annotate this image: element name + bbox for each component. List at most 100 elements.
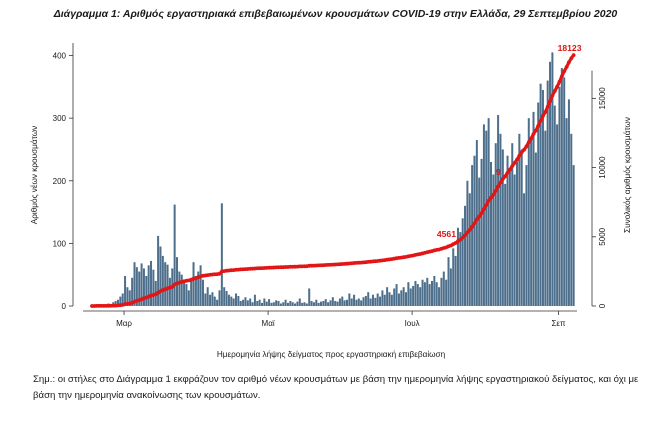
- bar: [383, 294, 386, 306]
- bar: [305, 303, 308, 306]
- bar: [480, 158, 483, 306]
- axes-layer: 0 100 200 300 400 0 5000 10000 15000 Μαρ Μαϊ Ιουλ Σε…: [30, 43, 632, 359]
- bar: [461, 218, 464, 306]
- bar: [447, 257, 450, 306]
- bar: [237, 295, 240, 306]
- bar: [310, 300, 313, 306]
- bar: [390, 294, 393, 306]
- bar: [336, 301, 339, 306]
- bar: [367, 292, 370, 306]
- bar: [213, 296, 216, 306]
- bar: [187, 290, 190, 306]
- bar: [145, 275, 148, 306]
- bar: [138, 271, 141, 306]
- bar: [409, 288, 412, 306]
- bar: [183, 280, 186, 306]
- bar: [492, 174, 495, 306]
- cumulative-point: [545, 104, 550, 109]
- bar: [388, 292, 391, 306]
- bar: [216, 299, 219, 306]
- bar: [232, 298, 235, 306]
- y-tick-label-left: 400: [53, 52, 67, 61]
- cumulative-point: [529, 136, 533, 141]
- bar: [331, 297, 334, 306]
- bar: [490, 161, 493, 306]
- bar: [374, 297, 377, 306]
- cumulative-point: [517, 153, 522, 158]
- bar: [303, 302, 306, 306]
- bar: [185, 284, 188, 306]
- bar: [152, 269, 155, 306]
- bar: [128, 290, 131, 306]
- bar: [532, 111, 535, 306]
- bar: [341, 296, 344, 306]
- bar: [327, 302, 330, 306]
- bar: [275, 300, 278, 306]
- bar: [173, 204, 176, 306]
- bar: [260, 302, 263, 306]
- cumulative-point: [503, 174, 508, 179]
- bar: [286, 302, 289, 306]
- bar: [508, 168, 511, 306]
- cumulative-point: [538, 119, 543, 123]
- bar: [546, 80, 549, 306]
- bar: [364, 295, 367, 306]
- bar: [235, 293, 238, 306]
- bar: [456, 227, 459, 306]
- bar: [343, 300, 346, 306]
- bar: [440, 277, 443, 306]
- bar: [142, 268, 145, 306]
- bar: [253, 294, 256, 306]
- bar: [537, 102, 540, 307]
- bar: [133, 262, 136, 306]
- bar: [475, 140, 478, 306]
- bar: [513, 174, 516, 306]
- cumulative-point: [519, 150, 524, 155]
- bar: [515, 161, 518, 306]
- bar: [567, 99, 570, 306]
- bar: [438, 287, 441, 306]
- cumulative-annotation: 18123: [558, 43, 582, 53]
- bar: [565, 118, 568, 306]
- bar: [539, 83, 542, 306]
- bar: [473, 155, 476, 306]
- bar: [381, 290, 384, 306]
- bar: [164, 262, 167, 306]
- bar: [400, 290, 403, 306]
- bar: [272, 302, 275, 306]
- y-tick-label-right: 15000: [598, 87, 607, 110]
- bar: [242, 299, 245, 306]
- bar: [251, 302, 254, 306]
- cumulative-annotation: 4561: [437, 229, 456, 239]
- bar: [454, 255, 457, 306]
- cumulative-point: [564, 65, 569, 69]
- bar: [230, 296, 233, 306]
- bar: [279, 303, 282, 306]
- bar: [452, 248, 455, 306]
- bar: [322, 300, 325, 306]
- cumulative-point: [567, 60, 571, 65]
- bar: [126, 287, 129, 306]
- bar: [449, 268, 452, 306]
- x-tick-label: Ιουλ: [405, 319, 420, 328]
- cumulative-point: [536, 124, 541, 128]
- y-axis-title-left: Αριθμός νέων κρουσμάτων: [30, 126, 39, 224]
- bar: [206, 287, 209, 306]
- cumulative-point: [479, 211, 484, 216]
- bar: [211, 292, 214, 306]
- y-axis-title-right: Συνολικός αριθμός κρουσμάτων: [623, 117, 632, 233]
- bar: [386, 287, 389, 306]
- bar: [423, 282, 426, 306]
- bar: [379, 296, 382, 306]
- bar: [544, 130, 547, 306]
- x-tick-label: Μαϊ: [262, 319, 275, 328]
- cumulative-point: [496, 184, 500, 189]
- cumulative-point: [512, 161, 517, 165]
- bar: [194, 275, 197, 306]
- bar: [284, 299, 287, 306]
- cumulative-point: [555, 84, 559, 89]
- bar: [218, 290, 221, 306]
- cumulative-point: [486, 198, 491, 203]
- bar: [334, 300, 337, 306]
- bar: [178, 271, 181, 306]
